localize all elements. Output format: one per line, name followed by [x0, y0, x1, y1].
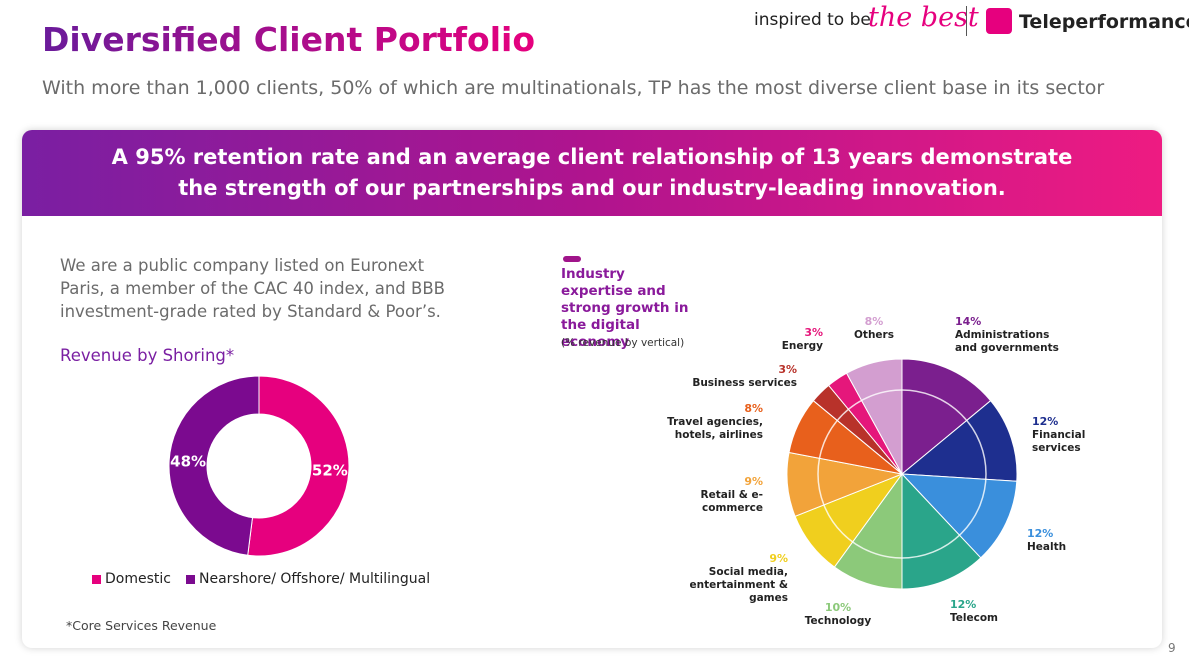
category-label: Financial services	[1032, 429, 1086, 454]
banner-line: the strength of our partnerships and our…	[178, 176, 1006, 200]
value-label: 10%	[824, 601, 852, 614]
banner: A 95% retention rate and an average clie…	[22, 130, 1162, 216]
category-label: Others	[854, 329, 894, 341]
chart-title: Revenue by Shoring*	[60, 346, 235, 365]
value-label: 14%	[955, 315, 982, 328]
inner-ring	[817, 389, 987, 559]
slice	[833, 472, 903, 590]
category-label: Telecom	[950, 612, 998, 624]
tagline: inspired to be	[754, 10, 871, 30]
slice	[901, 472, 982, 590]
divider	[966, 6, 967, 36]
value-label: 8%	[864, 315, 884, 328]
slice	[901, 358, 992, 476]
value-label: 52%	[312, 461, 348, 479]
legend-swatch	[92, 575, 101, 584]
category-label: Energy	[781, 340, 823, 352]
category-label: Retail & e-commerce	[700, 489, 763, 514]
title: Diversified Client Portfolio	[42, 20, 535, 59]
value-label: 9%	[744, 475, 763, 488]
category-label: Technology	[804, 615, 872, 627]
tagline-accent: the best	[868, 2, 979, 33]
intro: We are a public company listed on Eurone…	[60, 256, 445, 321]
slice	[168, 375, 260, 556]
category-label: Business services	[692, 377, 797, 389]
legend-label: Nearshore/ Offshore/ Multilingual	[199, 571, 431, 587]
category-label: Travel agencies, hotels, airlines	[667, 416, 763, 441]
category-label: Administrations and governments	[955, 329, 1059, 354]
value-label: 12%	[950, 598, 977, 611]
slice	[247, 375, 350, 557]
chart-title: Industry expertise and strong growth in …	[561, 266, 689, 350]
chart-subtitle: (% revenue by vertical)	[561, 337, 685, 349]
banner-line: A 95% retention rate and an average clie…	[111, 145, 1073, 169]
value-label: 3%	[778, 363, 797, 376]
slice	[900, 473, 1018, 559]
slice	[900, 399, 1018, 482]
category-label: Health	[1027, 541, 1067, 553]
value-label: 12%	[1032, 415, 1059, 428]
value-label: 3%	[804, 326, 823, 339]
value-label: 48%	[170, 453, 206, 471]
accent-pill	[563, 256, 581, 262]
slice	[845, 358, 903, 475]
legend-swatch	[186, 575, 195, 584]
legend-label: Domestic	[105, 571, 171, 587]
value-label: 8%	[744, 402, 763, 415]
page-number: 9	[1168, 641, 1176, 655]
value-label: 9%	[769, 552, 788, 565]
subtitle: With more than 1,000 clients, 50% of whi…	[42, 77, 1105, 99]
brand: Teleperformance	[1019, 11, 1189, 33]
footnote: *Core Services Revenue	[66, 618, 217, 633]
value-label: 12%	[1027, 527, 1054, 540]
logo-mark	[986, 8, 1012, 34]
category-label: Social media, entertainment & games	[689, 566, 788, 604]
